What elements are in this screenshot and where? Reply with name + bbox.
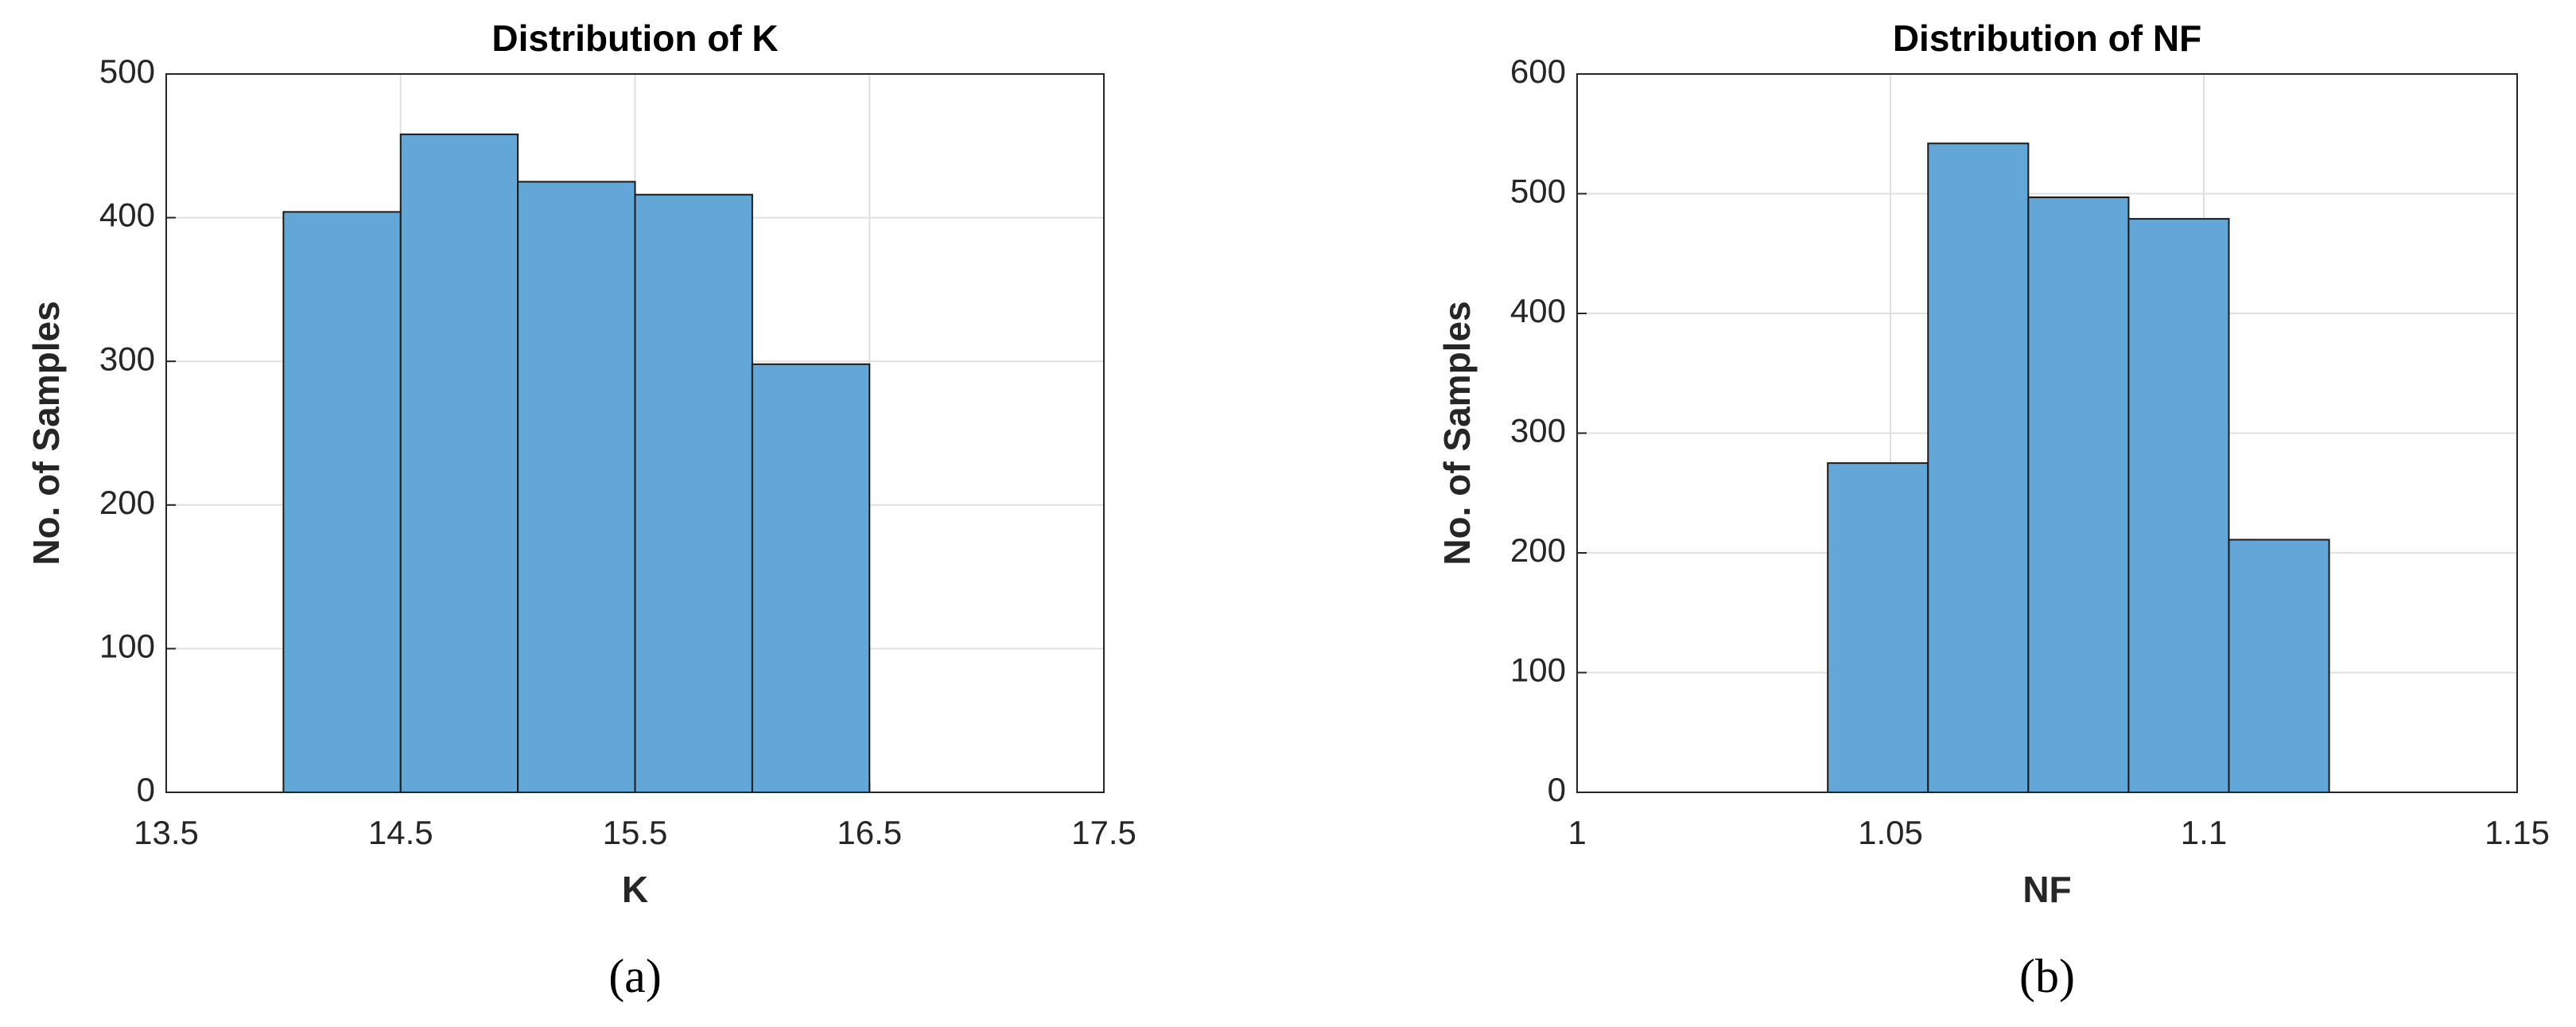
y-tick-label: 0: [1548, 771, 1566, 808]
bar: [634, 193, 753, 794]
axes-box: [165, 73, 1105, 793]
x-tick-label: 16.5: [837, 814, 902, 851]
x-tick-label: 14.5: [368, 814, 433, 851]
x-tick-label: 13.5: [134, 814, 199, 851]
bar: [1827, 462, 1929, 793]
bar: [1927, 142, 2030, 794]
y-tick-label: 100: [1510, 652, 1566, 689]
y-tick-label: 500: [99, 53, 155, 90]
chart-title: Distribution of NF: [1893, 18, 2201, 59]
chart-title: Distribution of K: [491, 18, 778, 59]
y-tick-label: 400: [99, 196, 155, 234]
caption: (a): [608, 950, 662, 1002]
y-tick-label: 300: [99, 340, 155, 377]
bar: [517, 181, 636, 793]
y-tick-label: 500: [1510, 173, 1566, 210]
bar: [2127, 218, 2230, 794]
x-tick-label: 1: [1568, 814, 1586, 851]
bar: [2027, 196, 2130, 793]
y-tick-label: 100: [99, 627, 155, 664]
y-tick-label: 300: [1510, 412, 1566, 449]
caption: (b): [2019, 950, 2075, 1002]
bar: [751, 363, 871, 793]
bar: [282, 211, 402, 794]
x-tick-label: 1.15: [2485, 814, 2550, 851]
y-axis-label: No. of Samples: [25, 301, 67, 565]
x-tick-label: 1.05: [1858, 814, 1923, 851]
y-tick-label: 200: [1510, 531, 1566, 569]
bar: [2228, 539, 2330, 793]
y-tick-label: 600: [1510, 53, 1566, 90]
x-axis-label: NF: [2022, 869, 2071, 910]
y-tick-label: 400: [1510, 292, 1566, 329]
y-tick-label: 200: [99, 484, 155, 521]
axes-box: [1576, 73, 2518, 793]
x-axis-label: K: [622, 869, 648, 910]
x-tick-label: 17.5: [1071, 814, 1136, 851]
y-axis-label: No. of Samples: [1436, 301, 1478, 565]
x-tick-label: 1.1: [2181, 814, 2227, 851]
x-tick-label: 15.5: [603, 814, 668, 851]
bar: [399, 133, 519, 794]
y-tick-label: 0: [137, 771, 155, 808]
